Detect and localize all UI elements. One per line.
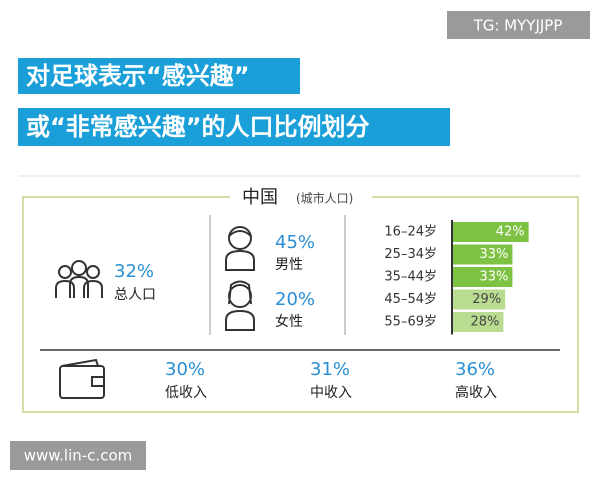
title-line: 对足球表示“感兴趣” [26, 62, 250, 90]
income-label: 高收入 [455, 384, 497, 401]
watermark: TG: MYYJJPP [473, 17, 563, 35]
title-band [18, 108, 450, 146]
watermark-box [447, 11, 590, 39]
female-label: 女性 [275, 313, 303, 330]
title-band [18, 58, 300, 94]
total-label: 总人口 [114, 287, 156, 303]
people-icon [55, 260, 103, 298]
title-line: 或“非常感兴趣”的人口比例划分 [26, 113, 370, 141]
female-value: 20% [275, 289, 315, 310]
bar-label: 33% [479, 247, 508, 262]
panel-subtitle: (城市人口) [296, 191, 353, 206]
bar [453, 244, 513, 265]
income-value: 31% [310, 359, 350, 380]
bar-label: 28% [470, 315, 499, 330]
panel-border [22, 196, 579, 413]
age-label: 45–54岁 [384, 292, 437, 307]
income-value: 36% [455, 359, 495, 380]
bar-label: 33% [479, 270, 508, 285]
bar [453, 222, 529, 242]
age-label: 25–34岁 [384, 247, 437, 262]
watermark-box [10, 441, 146, 470]
male-label: 男性 [275, 257, 303, 273]
bar-label: 42% [496, 225, 525, 240]
bar [453, 312, 504, 332]
bar-label: 29% [472, 292, 501, 307]
female-icon [225, 280, 255, 331]
male-icon [225, 226, 255, 271]
income-value: 30% [165, 359, 205, 380]
bar [453, 289, 506, 310]
income-label: 中收入 [310, 385, 352, 401]
wallet-icon [59, 358, 105, 399]
bar [453, 267, 513, 287]
age-label: 16–24岁 [384, 225, 437, 240]
male-value: 45% [275, 232, 315, 253]
age-label: 35–44岁 [384, 270, 437, 285]
watermark: www.lin-c.com [24, 447, 133, 465]
panel-title: 中国 [242, 187, 278, 208]
age-label: 55–69岁 [384, 315, 437, 330]
income-label: 低收入 [165, 385, 207, 401]
total-value: 32% [114, 261, 154, 282]
